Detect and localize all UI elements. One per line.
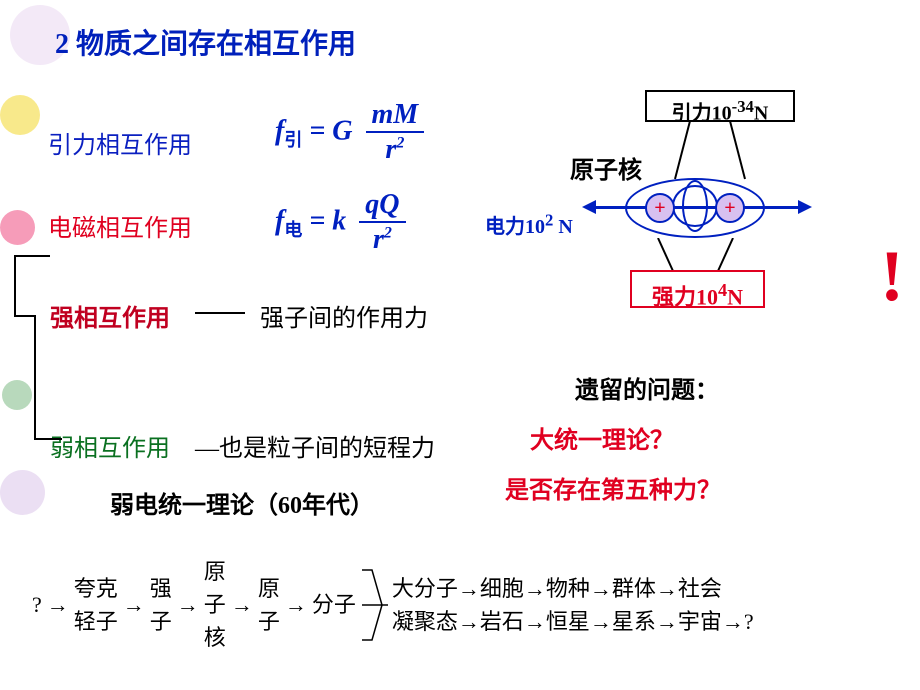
electroweak-label: 弱电统一理论（60年代） (110, 485, 374, 520)
eq-sub: 电 (284, 220, 302, 240)
strong-force-box: 强力104N (630, 270, 765, 308)
arrow-right-icon (798, 200, 812, 214)
eq-den-base: r (385, 134, 396, 165)
weak-desc: —也是粒子间的短程力 (195, 428, 435, 463)
eq-den-base: r (373, 224, 384, 255)
gravity-equation: f引 = G mM r2 (275, 100, 424, 166)
chain-item: 原 子 核 (204, 555, 226, 654)
proton-circle: + (645, 193, 675, 223)
remaining-questions-label: 遗留的问题： (575, 370, 719, 405)
chain-item: 夸克 轻子 (74, 572, 118, 638)
eq-op: = G (309, 116, 352, 147)
gravity-force-box: 引力10-34N (645, 90, 795, 122)
chain-item: 强 子 (150, 572, 172, 638)
arrow-icon: → (231, 588, 253, 621)
chain-item: 原 子 (258, 572, 280, 638)
chain-item: 分子 (312, 588, 356, 621)
weak-label: 弱相互作用 (50, 428, 170, 463)
callout-bot-lines (648, 238, 748, 273)
chain-right-bot: 凝聚态→岩石→恒星→星系→宇宙→? (392, 605, 754, 638)
connector-bracket (14, 255, 50, 440)
eq-den-exp: 2 (396, 134, 404, 151)
eq-numerator: mM (366, 100, 425, 133)
eq-den-exp: 2 (384, 224, 392, 241)
proton-circle: + (715, 193, 745, 223)
decoration-circle (0, 95, 40, 135)
branch-bracket-icon (360, 565, 390, 645)
electric-force-label: 电力102 N (485, 210, 573, 239)
slide-title: 2 物质之间存在相互作用 (55, 22, 356, 62)
dash-separator (195, 312, 245, 314)
eq-numerator: qQ (359, 190, 405, 223)
callout-top-lines (670, 121, 770, 181)
eq-op: = k (309, 206, 346, 237)
gravity-label: 引力相互作用 (48, 125, 192, 160)
exclamation-icon: ! (880, 235, 904, 318)
strong-label: 强相互作用 (50, 298, 170, 333)
nucleus-diagram: 引力10-34N + + 强力104N (610, 85, 910, 305)
decoration-circle (0, 210, 35, 245)
arrow-left-icon (582, 200, 596, 214)
chain-right-top: 大分子→细胞→物种→群体→社会 (392, 572, 754, 605)
hierarchy-chain: ? → 夸克 轻子 → 强 子 → 原 子 核 → 原 子 → 分子 (30, 555, 754, 654)
arrow-icon: → (47, 588, 69, 621)
chain-start: ? (32, 588, 42, 621)
neutron-oval (672, 185, 718, 227)
arrow-icon: → (177, 588, 199, 621)
em-label: 电磁相互作用 (48, 208, 192, 243)
gut-question: 大统一理论？ (530, 420, 674, 455)
eq-lhs: f (275, 206, 284, 237)
eq-sub: 引 (284, 130, 302, 150)
fifth-force-question: 是否存在第五种力？ (505, 470, 721, 505)
decoration-circle (0, 470, 45, 515)
arrow-icon: → (123, 588, 145, 621)
em-equation: f电 = k qQ r2 (275, 190, 406, 256)
eq-lhs: f (275, 116, 284, 147)
arrow-icon: → (285, 588, 307, 621)
strong-desc: 强子间的作用力 (260, 298, 428, 333)
